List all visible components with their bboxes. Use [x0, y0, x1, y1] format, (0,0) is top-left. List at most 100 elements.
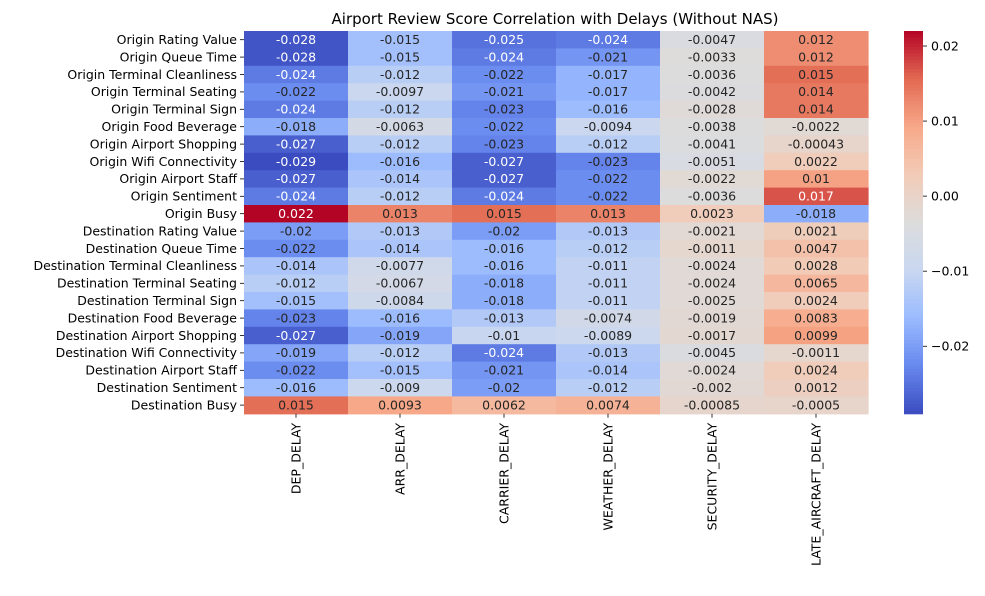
cell-value-label: -0.0094	[584, 119, 632, 134]
cell-value-label: -0.0028	[688, 102, 736, 117]
heatmap-cell	[244, 205, 349, 223]
cell-value-label: -0.022	[484, 67, 524, 82]
cell-value-label: -0.028	[276, 49, 316, 64]
heatmap-cell	[348, 65, 453, 84]
cell-value-label: -0.011	[588, 276, 628, 291]
heatmap-cell	[348, 239, 453, 258]
row-label: Destination Airport Staff	[85, 363, 237, 378]
cell-value-label: -0.013	[380, 223, 420, 238]
heatmap-cell	[348, 187, 453, 206]
colorbar-segment	[904, 59, 923, 64]
colorbar-segment	[904, 94, 923, 99]
heatmap-cell	[348, 135, 453, 154]
cell-value-label: -0.0036	[688, 189, 736, 204]
heatmap-cell	[244, 396, 349, 415]
heatmap-cell	[452, 152, 557, 171]
cell-value-label: -0.016	[380, 310, 420, 325]
colorbar-segment	[904, 171, 923, 176]
cell-value-label: 0.0021	[794, 223, 838, 238]
heatmap-cell	[764, 31, 869, 49]
heatmap-cell	[244, 309, 349, 328]
heatmap-cell	[556, 344, 661, 363]
heatmap-cell	[764, 326, 869, 345]
heatmap-cell	[660, 100, 765, 119]
heatmap-cell	[764, 152, 869, 171]
column-label: WEATHER_DELAY	[601, 422, 616, 530]
heatmap-cell	[452, 379, 557, 397]
column-label: ARR_DELAY	[393, 422, 408, 495]
column-label: DEP_DELAY	[289, 422, 304, 494]
colorbar-segment	[904, 184, 923, 188]
cell-value-label: -0.023	[484, 102, 524, 117]
heatmap-cell	[452, 257, 557, 276]
colorbar-segment	[904, 168, 923, 172]
colorbar-segment	[904, 330, 923, 335]
heatmap-cell	[348, 205, 453, 223]
cell-value-label: -0.013	[588, 223, 628, 238]
heatmap-cell	[452, 309, 557, 328]
colorbar-segment	[904, 69, 923, 73]
cell-value-label: 0.014	[798, 102, 834, 117]
heatmap-cell	[452, 100, 557, 119]
heatmap-cell	[660, 48, 765, 67]
cell-value-label: -0.016	[276, 380, 316, 395]
cell-value-label: -0.0017	[688, 328, 736, 343]
cell-value-label: -0.012	[588, 136, 628, 151]
colorbar-segment	[904, 407, 923, 412]
row-label: Origin Food Beverage	[102, 119, 238, 134]
cell-value-label: -0.0042	[688, 84, 736, 99]
cell-value-label: 0.0024	[794, 293, 838, 308]
cell-value-label: -0.015	[276, 293, 316, 308]
colorbar-segment	[904, 391, 923, 396]
column-labels: DEP_DELAY ARR_DELAY CARRIER_DELAY WEATHER_D…	[289, 413, 824, 566]
colorbar-segment	[904, 177, 923, 182]
heatmap-cell	[452, 222, 557, 241]
chart-title: Airport Review Score Correlation with De…	[332, 10, 779, 28]
cell-value-label: -0.015	[380, 49, 420, 64]
heatmap-cell	[452, 83, 557, 102]
cell-value-label: -0.0024	[688, 276, 736, 291]
cell-value-label: -0.012	[380, 67, 420, 82]
colorbar-segment	[904, 257, 923, 262]
cell-value-label: -0.018	[484, 276, 524, 291]
heatmap-cell	[764, 100, 869, 119]
heatmap-cell	[452, 292, 557, 310]
cell-value-label: -0.019	[276, 345, 316, 360]
colorbar-segment	[904, 107, 923, 112]
cell-value-label: -0.023	[588, 154, 628, 169]
cell-value-label: -0.022	[588, 189, 628, 204]
colorbar-segment	[904, 388, 923, 392]
heatmap-cell	[348, 118, 453, 136]
colorbar-segment	[904, 142, 923, 147]
cell-value-label: 0.012	[798, 49, 834, 64]
cell-value-label: -0.0021	[688, 223, 736, 238]
cell-value-label: -0.015	[380, 363, 420, 378]
cell-value-label: -0.027	[484, 171, 524, 186]
heatmap-cell	[348, 274, 453, 293]
cell-value-label: -0.013	[484, 310, 524, 325]
row-label: Origin Airport Staff	[119, 171, 237, 186]
heatmap-cell	[660, 361, 765, 380]
cell-value-label: -0.029	[276, 154, 316, 169]
heatmap-cell	[556, 274, 661, 293]
cell-value-label: 0.01	[802, 171, 830, 186]
colorbar-segment	[904, 394, 923, 399]
heatmap-cell	[556, 222, 661, 241]
cell-value-label: -0.018	[484, 293, 524, 308]
heatmap-cell	[244, 344, 349, 363]
colorbar-segment	[904, 50, 923, 54]
colorbar-segment	[904, 295, 923, 300]
heatmap-cell	[452, 239, 557, 258]
heatmap-cell	[348, 222, 453, 241]
cell-value-label: -0.012	[380, 189, 420, 204]
colorbar-segment	[904, 133, 923, 137]
colorbar-segment	[904, 308, 923, 313]
heatmap-cell	[348, 309, 453, 328]
colorbar-segment	[904, 126, 923, 131]
heatmap-cell	[764, 344, 869, 363]
heatmap-cell	[764, 187, 869, 206]
row-label: Destination Terminal Cleanliness	[33, 258, 237, 273]
row-label: Origin Wifi Connectivity	[90, 154, 238, 169]
cell-value-label: -0.014	[380, 171, 420, 186]
